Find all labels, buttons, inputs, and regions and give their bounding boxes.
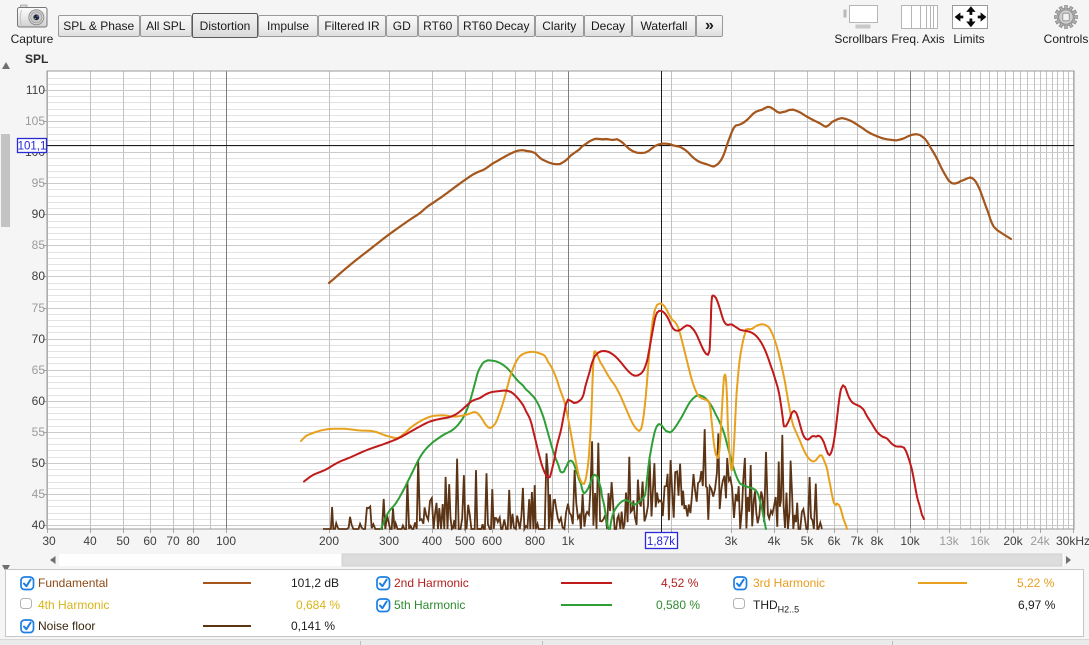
svg-text:10k: 10k (900, 534, 920, 548)
svg-text:200: 200 (319, 534, 339, 548)
svg-text:50: 50 (32, 456, 46, 470)
svg-text:24k: 24k (1030, 534, 1050, 548)
svg-text:5k: 5k (801, 534, 815, 548)
svg-text:Capture: Capture (11, 32, 54, 46)
svg-text:Scrollbars: Scrollbars (834, 32, 887, 46)
svg-text:20k: 20k (1003, 534, 1023, 548)
svg-text:45: 45 (32, 487, 46, 501)
svg-text:90: 90 (32, 207, 46, 221)
svg-text:85: 85 (32, 238, 46, 252)
svg-text:1,87k: 1,87k (647, 536, 675, 548)
svg-text:30kHz: 30kHz (1056, 534, 1089, 548)
svg-text:70: 70 (166, 534, 180, 548)
svg-text:Limits: Limits (953, 32, 984, 46)
svg-text:101,1: 101,1 (18, 141, 47, 153)
svg-text:105: 105 (25, 114, 45, 128)
svg-text:70: 70 (32, 332, 46, 346)
svg-text:40: 40 (32, 518, 46, 532)
svg-text:100: 100 (216, 534, 236, 548)
svg-text:95: 95 (32, 176, 46, 190)
svg-text:400: 400 (422, 534, 442, 548)
svg-text:110: 110 (26, 83, 45, 97)
svg-text:3k: 3k (725, 534, 739, 548)
svg-text:4k: 4k (768, 534, 782, 548)
svg-text:1k: 1k (562, 534, 576, 548)
svg-text:600: 600 (482, 534, 502, 548)
svg-text:55: 55 (32, 425, 46, 439)
svg-text:Controls: Controls (1044, 32, 1089, 46)
svg-text:800: 800 (525, 534, 545, 548)
svg-text:60: 60 (32, 394, 46, 408)
svg-text:60: 60 (143, 534, 157, 548)
svg-text:6k: 6k (828, 534, 842, 548)
svg-text:30: 30 (42, 534, 56, 548)
svg-text:13k: 13k (939, 534, 959, 548)
svg-text:7k: 7k (851, 534, 865, 548)
svg-text:40: 40 (83, 534, 97, 548)
svg-text:75: 75 (32, 301, 46, 315)
svg-text:16k: 16k (970, 534, 990, 548)
svg-text:8k: 8k (871, 534, 885, 548)
svg-text:80: 80 (32, 269, 46, 283)
svg-text:50: 50 (116, 534, 130, 548)
svg-text:300: 300 (379, 534, 399, 548)
svg-text:65: 65 (32, 363, 46, 377)
svg-text:80: 80 (186, 534, 200, 548)
svg-text:Freq. Axis: Freq. Axis (891, 32, 944, 46)
svg-text:500: 500 (455, 534, 475, 548)
